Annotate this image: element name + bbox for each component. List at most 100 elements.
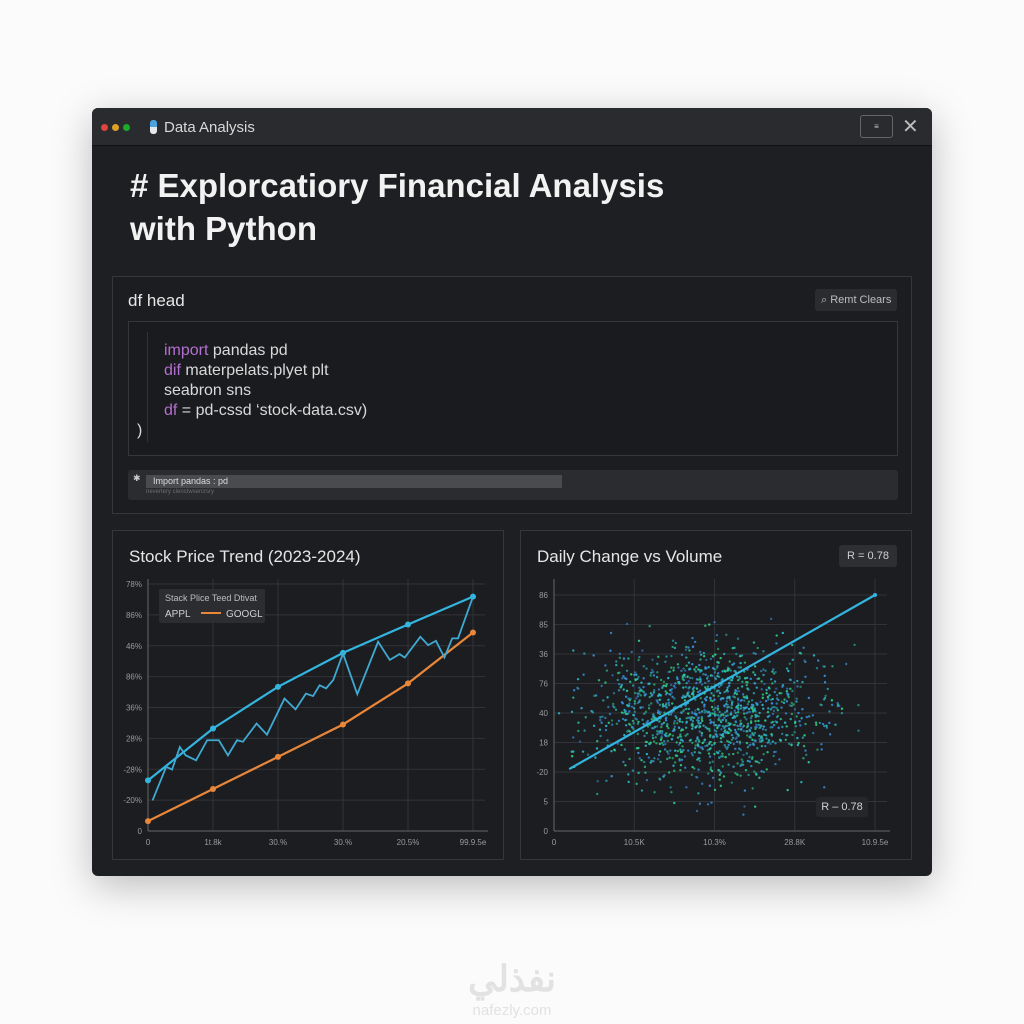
scatter-point	[725, 700, 728, 703]
scatter-point	[759, 700, 762, 704]
minimize-traffic-light[interactable]	[112, 124, 119, 131]
scatter-point	[743, 661, 747, 664]
scatter-point	[671, 756, 674, 760]
scatter-point	[636, 677, 639, 681]
scatter-point	[609, 649, 612, 652]
scatter-point	[625, 669, 629, 673]
scatter-point	[785, 687, 789, 690]
scatter-point	[727, 681, 731, 685]
scatter-point	[611, 674, 614, 677]
scatter-point	[754, 739, 757, 742]
close-icon[interactable]: ✕	[902, 116, 919, 138]
scatter-point	[674, 682, 677, 685]
scatter-point	[685, 707, 688, 711]
scatter-point	[651, 693, 654, 696]
scatter-point	[676, 736, 680, 739]
scatter-point	[679, 733, 682, 736]
scatter-point	[659, 738, 663, 742]
scatter-point	[607, 705, 610, 709]
scatter-point	[705, 677, 709, 680]
scatter-point	[757, 677, 761, 680]
scatter-point	[738, 742, 742, 745]
scatter-point	[780, 700, 784, 704]
scatter-point	[704, 624, 707, 627]
scatter-point	[793, 721, 797, 725]
scatter-point	[637, 751, 640, 755]
python-icon	[150, 120, 157, 134]
scatter-point	[710, 801, 713, 804]
scatter-point	[757, 723, 760, 727]
code-editor[interactable]: import pandas pd dif materpelats.plyet p…	[128, 321, 898, 456]
scatter-point	[670, 687, 674, 691]
scatter-point	[636, 695, 639, 698]
scatter-point	[708, 729, 711, 733]
scatter-point	[733, 709, 736, 712]
scatter-point	[781, 683, 785, 687]
scatter-point	[698, 681, 702, 684]
scatter-point	[726, 686, 729, 690]
scatter-point	[802, 646, 805, 650]
scatter-point	[805, 753, 808, 757]
scatter-point	[767, 694, 771, 697]
scatter-point	[615, 663, 618, 667]
scatter-point	[735, 675, 739, 678]
scatter-point	[637, 700, 641, 704]
close-traffic-light[interactable]	[101, 124, 108, 131]
scatter-point	[651, 670, 655, 674]
scatter-point	[739, 725, 742, 728]
scatter-point	[736, 714, 739, 717]
scatter-point	[727, 740, 730, 744]
output-text: Import pandas : pd	[146, 475, 562, 488]
scatter-point	[725, 731, 728, 735]
scatter-point	[610, 775, 613, 778]
scatter-point	[771, 712, 775, 716]
y-tick-label: 86%	[126, 673, 142, 682]
maximize-traffic-light[interactable]	[123, 124, 130, 131]
scatter-point	[707, 666, 710, 669]
scatter-point	[649, 692, 653, 695]
scatter-point	[713, 687, 716, 690]
scatter-point	[723, 705, 726, 708]
scatter-point	[716, 714, 720, 717]
run-clear-button[interactable]: ⌕ Remt Clears	[815, 289, 897, 311]
cell-title: df head	[128, 291, 185, 310]
scatter-point	[775, 702, 778, 705]
run-clear-label: Remt Clears	[830, 294, 892, 306]
scatter-point	[641, 729, 645, 732]
scatter-point	[732, 765, 735, 768]
scatter-point	[636, 722, 640, 726]
scatter-point	[676, 719, 680, 722]
scatter-point	[617, 682, 621, 686]
scatter-point	[673, 720, 676, 723]
scatter-point	[712, 694, 715, 697]
scatter-point	[621, 702, 625, 705]
scatter-point	[737, 734, 740, 737]
page-heading: # Explorcatiory Financial Analysis with …	[130, 164, 664, 250]
scatter-point	[647, 704, 651, 707]
scatter-point	[754, 725, 757, 729]
scatter-point	[700, 731, 704, 735]
toolbar-menu-button[interactable]: ≡	[860, 115, 893, 138]
scatter-point	[685, 656, 688, 659]
scatter-point	[700, 734, 703, 737]
scatter-point	[631, 684, 635, 687]
y-tick-label: 40	[539, 709, 548, 718]
scatter-point	[739, 764, 742, 767]
scatter-point	[676, 749, 680, 753]
scatter-point	[710, 692, 713, 695]
scatter-point	[615, 722, 619, 726]
scatter-point	[725, 688, 729, 692]
scatter-point	[825, 726, 829, 729]
scatter-point	[699, 653, 703, 656]
scatter-point	[651, 736, 655, 740]
code-cell[interactable]: df head ⌕ Remt Clears import pandas pd d…	[112, 276, 912, 514]
scatter-point	[733, 696, 737, 699]
scatter-point	[771, 740, 774, 743]
scatter-point	[826, 687, 829, 691]
scatter-point	[638, 690, 642, 693]
data-point	[210, 725, 216, 732]
scatter-point	[581, 750, 585, 753]
scatter-point	[724, 725, 727, 728]
scatter-point	[640, 681, 643, 684]
scatter-point	[698, 726, 701, 729]
